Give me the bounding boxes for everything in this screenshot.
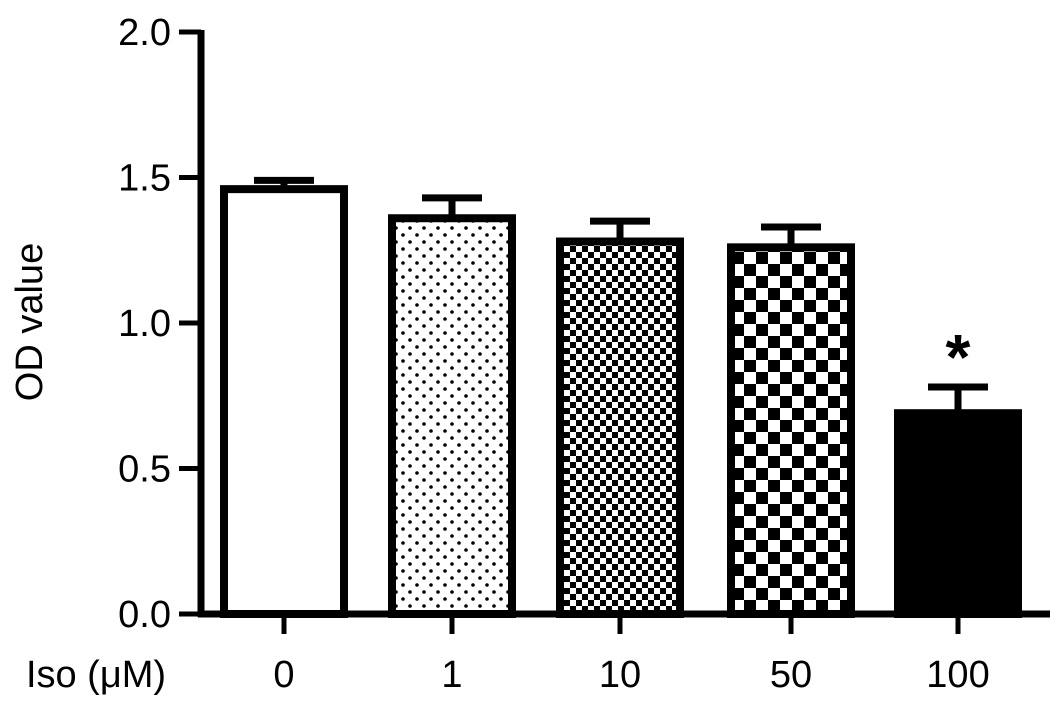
y-axis: 0.0 0.5 1.0 1.5 2.0 bbox=[118, 12, 205, 636]
x-tick-label: 1 bbox=[441, 654, 462, 696]
y-tick-label: 0.5 bbox=[118, 449, 171, 491]
x-tick-label: 0 bbox=[273, 654, 294, 696]
significance-annotation: * bbox=[946, 321, 971, 393]
y-axis-title: OD value bbox=[9, 243, 51, 401]
y-tick-label: 1.0 bbox=[118, 303, 171, 345]
bar bbox=[727, 243, 855, 618]
y-tick-label: 2.0 bbox=[118, 12, 171, 54]
x-axis: 0 1 10 50 100 bbox=[198, 610, 1050, 696]
bar bbox=[894, 409, 1022, 618]
x-tick-label: 10 bbox=[599, 654, 641, 696]
bars: * bbox=[220, 176, 1022, 619]
bar bbox=[388, 214, 516, 619]
y-tick-label: 1.5 bbox=[118, 158, 171, 200]
x-tick-label: 50 bbox=[770, 654, 812, 696]
bar bbox=[556, 237, 684, 619]
bar bbox=[220, 185, 348, 618]
x-tick-label: 100 bbox=[926, 654, 989, 696]
y-tick-label: 0.0 bbox=[118, 594, 171, 636]
x-axis-title: Iso (μM) bbox=[26, 654, 166, 696]
